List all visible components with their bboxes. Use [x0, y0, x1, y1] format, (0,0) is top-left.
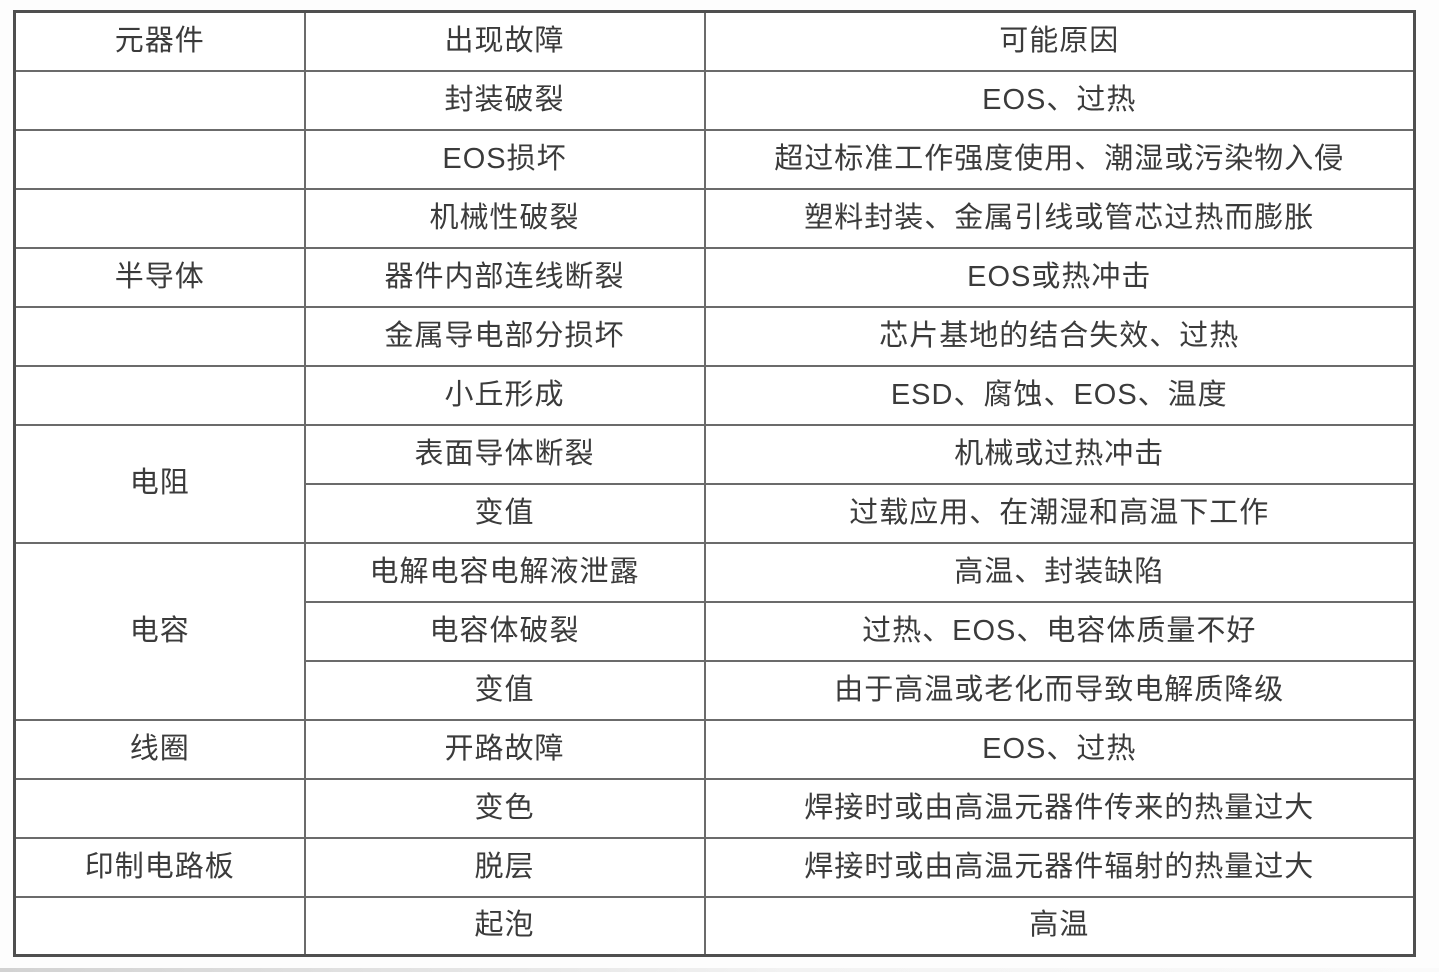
table-row: 电容 电解电容电解液泄露 高温、封装缺陷 — [13, 541, 1416, 721]
header-component: 元器件 — [13, 10, 306, 72]
table-row: 起泡 高温 — [13, 895, 1416, 957]
cause-cell: 芯片基地的结合失效、过热 — [703, 305, 1416, 367]
component-failure-table: 元器件 出现故障 可能原因 封装破裂 EOS、过热 EOS损坏 超过标准工作强度使用、… — [13, 10, 1416, 957]
cause-cell: 机械或过热冲击 — [703, 423, 1416, 485]
table-row: EOS损坏 超过标准工作强度使用、潮湿或污染物入侵 — [13, 128, 1416, 190]
failure-cell: EOS损坏 — [303, 128, 706, 190]
table-row: 机械性破裂 塑料封装、金属引线或管芯过热而膨胀 — [13, 187, 1416, 249]
table-row: 金属导电部分损坏 芯片基地的结合失效、过热 — [13, 305, 1416, 367]
table-row: 线圈 开路故障 EOS、过热 — [13, 718, 1416, 780]
component-cell-empty — [13, 895, 306, 957]
component-cell: 电阻 — [13, 423, 306, 544]
failure-cell: 表面导体断裂 — [303, 423, 706, 485]
failure-cell: 变值 — [303, 659, 706, 721]
cause-cell: 焊接时或由高温元器件传来的热量过大 — [703, 777, 1416, 839]
component-cell-empty — [13, 305, 306, 367]
table-row: 半导体 器件内部连线断裂 EOS或热冲击 — [13, 246, 1416, 308]
header-failure: 出现故障 — [303, 10, 706, 72]
table-row: 变值 过载应用、在潮湿和高温下工作 — [15, 482, 1416, 544]
failure-cell: 金属导电部分损坏 — [303, 305, 706, 367]
table-row: 电容体破裂 过热、EOS、电容体质量不好 — [15, 600, 1416, 662]
cause-cell: 焊接时或由高温元器件辐射的热量过大 — [703, 836, 1416, 898]
cause-cell: EOS、过热 — [703, 718, 1416, 780]
table-row: 变色 焊接时或由高温元器件传来的热量过大 — [13, 777, 1416, 839]
failure-cell: 机械性破裂 — [303, 187, 706, 249]
component-cell: 线圈 — [13, 718, 306, 780]
component-cell: 电容 — [13, 541, 306, 721]
failure-cell: 电解电容电解液泄露 — [303, 541, 706, 603]
failure-cell: 变值 — [303, 482, 706, 544]
cause-cell: 由于高温或老化而导致电解质降级 — [703, 659, 1416, 721]
cause-cell: 过热、EOS、电容体质量不好 — [703, 600, 1416, 662]
component-cell-empty — [13, 128, 306, 190]
component-cell-empty — [13, 187, 306, 249]
failure-cell: 脱层 — [303, 836, 706, 898]
table-row: 电阻 表面导体断裂 机械或过热冲击 — [13, 423, 1416, 544]
failure-cell: 起泡 — [303, 895, 706, 957]
failure-cell: 电容体破裂 — [303, 600, 706, 662]
failure-cell: 器件内部连线断裂 — [303, 246, 706, 308]
table-row: 小丘形成 ESD、腐蚀、EOS、温度 — [13, 364, 1416, 426]
failure-cell: 封装破裂 — [303, 69, 706, 131]
cause-cell: 高温 — [703, 895, 1416, 957]
cause-cell: EOS或热冲击 — [703, 246, 1416, 308]
cause-cell: 高温、封装缺陷 — [703, 541, 1416, 603]
cause-cell: EOS、过热 — [703, 69, 1416, 131]
cause-cell: ESD、腐蚀、EOS、温度 — [703, 364, 1416, 426]
cause-cell: 过载应用、在潮湿和高温下工作 — [703, 482, 1416, 544]
failure-cell: 变色 — [303, 777, 706, 839]
table-row: 印制电路板 脱层 焊接时或由高温元器件辐射的热量过大 — [13, 836, 1416, 898]
table-row: 封装破裂 EOS、过热 — [13, 69, 1416, 131]
cause-cell: 超过标准工作强度使用、潮湿或污染物入侵 — [703, 128, 1416, 190]
component-cell: 印制电路板 — [13, 836, 306, 898]
component-cell: 半导体 — [13, 246, 306, 308]
failure-cell: 小丘形成 — [303, 364, 706, 426]
failure-cell: 开路故障 — [303, 718, 706, 780]
cause-cell: 塑料封装、金属引线或管芯过热而膨胀 — [703, 187, 1416, 249]
component-cell-empty — [13, 777, 306, 839]
scan-edge-shadow — [0, 968, 1439, 972]
header-cause: 可能原因 — [703, 10, 1416, 72]
component-cell-empty — [13, 69, 306, 131]
table-row: 变值 由于高温或老化而导致电解质降级 — [15, 659, 1416, 721]
header-row: 元器件 出现故障 可能原因 — [13, 10, 1416, 72]
component-cell-empty — [13, 364, 306, 426]
